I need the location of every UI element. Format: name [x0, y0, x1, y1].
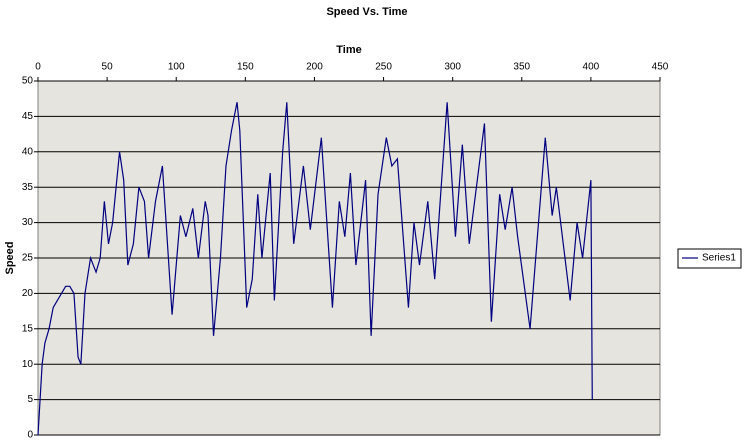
y-tick-label: 0 [27, 430, 33, 441]
x-axis-label: Time [336, 44, 361, 56]
x-tick-label: 100 [168, 62, 185, 73]
y-tick-label: 30 [22, 217, 34, 228]
y-tick-label: 5 [27, 394, 33, 405]
y-axis-label: Speed [4, 241, 16, 274]
legend-label: Series1 [702, 253, 736, 264]
x-tick-label: 300 [444, 62, 461, 73]
y-tick-label: 40 [22, 146, 34, 157]
legend-box [677, 248, 742, 269]
x-tick-label: 400 [583, 62, 600, 73]
y-tick-label: 25 [22, 253, 34, 264]
series-line [37, 102, 593, 436]
x-tick-label: 350 [513, 62, 530, 73]
y-tick-label: 10 [22, 359, 34, 370]
y-tick-label: 50 [22, 76, 34, 87]
y-tick-label: 15 [22, 323, 34, 334]
x-tick-label: 200 [306, 62, 323, 73]
chart-title: Speed Vs. Time [326, 6, 407, 18]
x-tick-label: 50 [102, 62, 114, 73]
x-tick-label: 150 [237, 62, 254, 73]
x-tick-label: 450 [652, 62, 669, 73]
x-tick-label: 250 [375, 62, 392, 73]
x-tick-label: 0 [35, 62, 41, 73]
y-tick-label: 35 [22, 182, 34, 193]
y-tick-label: 20 [22, 288, 34, 299]
y-tick-label: 45 [22, 111, 34, 122]
